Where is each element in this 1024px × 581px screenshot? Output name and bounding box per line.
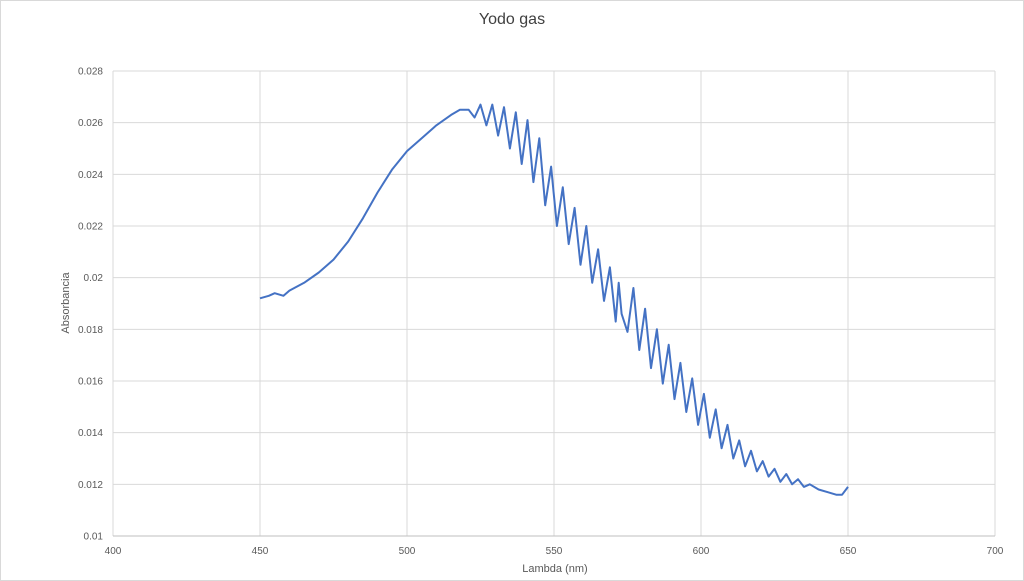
y-tick-label: 0.016: [78, 377, 103, 388]
x-tick-label: 600: [693, 546, 710, 557]
series-lines: [259, 103, 849, 496]
x-tick-label: 500: [399, 546, 416, 557]
x-tick-label: 700: [987, 546, 1004, 557]
x-tick-label: 450: [252, 546, 269, 557]
x-tick-label: 650: [840, 546, 857, 557]
y-tick-label: 0.014: [78, 428, 103, 439]
x-tick-label: 400: [105, 546, 122, 557]
absorbance-series-line: [259, 103, 849, 496]
y-tick-label: 0.028: [78, 67, 103, 78]
y-tick-label: 0.022: [78, 222, 103, 233]
y-tick-label: 0.024: [78, 170, 103, 181]
y-tick-label: 0.018: [78, 325, 103, 336]
y-tick-label: 0.02: [84, 273, 104, 284]
y-axis-label: Absorbancia: [60, 272, 72, 334]
x-tick-labels: 400 450 500 550 600 650 700: [105, 546, 1004, 557]
grid-lines: [112, 70, 996, 537]
chart-title: Yodo gas: [478, 11, 546, 28]
y-tick-label: 0.026: [78, 118, 103, 129]
y-tick-label: 0.01: [84, 532, 104, 543]
x-axis-label: Lambda (nm): [522, 563, 588, 575]
x-tick-label: 550: [546, 546, 563, 557]
y-tick-labels: 0.01 0.012 0.014 0.016 0.018 0.02 0.022 0.024 0.…: [78, 67, 103, 543]
y-tick-label: 0.012: [78, 480, 103, 491]
